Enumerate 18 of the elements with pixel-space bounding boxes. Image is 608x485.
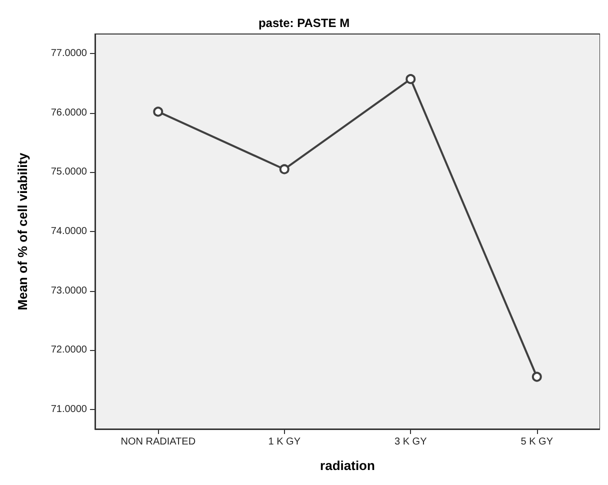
x-tick-label: NON RADIATED: [120, 436, 196, 448]
y-tick-label: 72.0000: [50, 344, 88, 356]
y-tick-label: 76.0000: [50, 107, 88, 118]
x-tick-label: 1 K GY: [268, 436, 301, 448]
point: [153, 106, 164, 117]
y-tick-label: 77.0000: [50, 48, 88, 60]
y-tick-label: 75.0000: [50, 166, 88, 178]
chart-title: paste: PASTE M: [258, 16, 350, 30]
point: [279, 164, 290, 174]
point: [532, 372, 542, 382]
y-axis-title: Mean of % of cell viability: [15, 152, 30, 310]
y-tick-label: 73.0000: [50, 285, 88, 296]
point: [406, 74, 416, 84]
x-tick-label: 3 K GY: [394, 436, 428, 448]
x-tick-label: 5 K GY: [520, 436, 554, 448]
x-axis-title: radiation: [320, 458, 375, 473]
y-tick-label: 74.0000: [50, 226, 88, 237]
y-tick-label: 71.0000: [50, 404, 88, 415]
